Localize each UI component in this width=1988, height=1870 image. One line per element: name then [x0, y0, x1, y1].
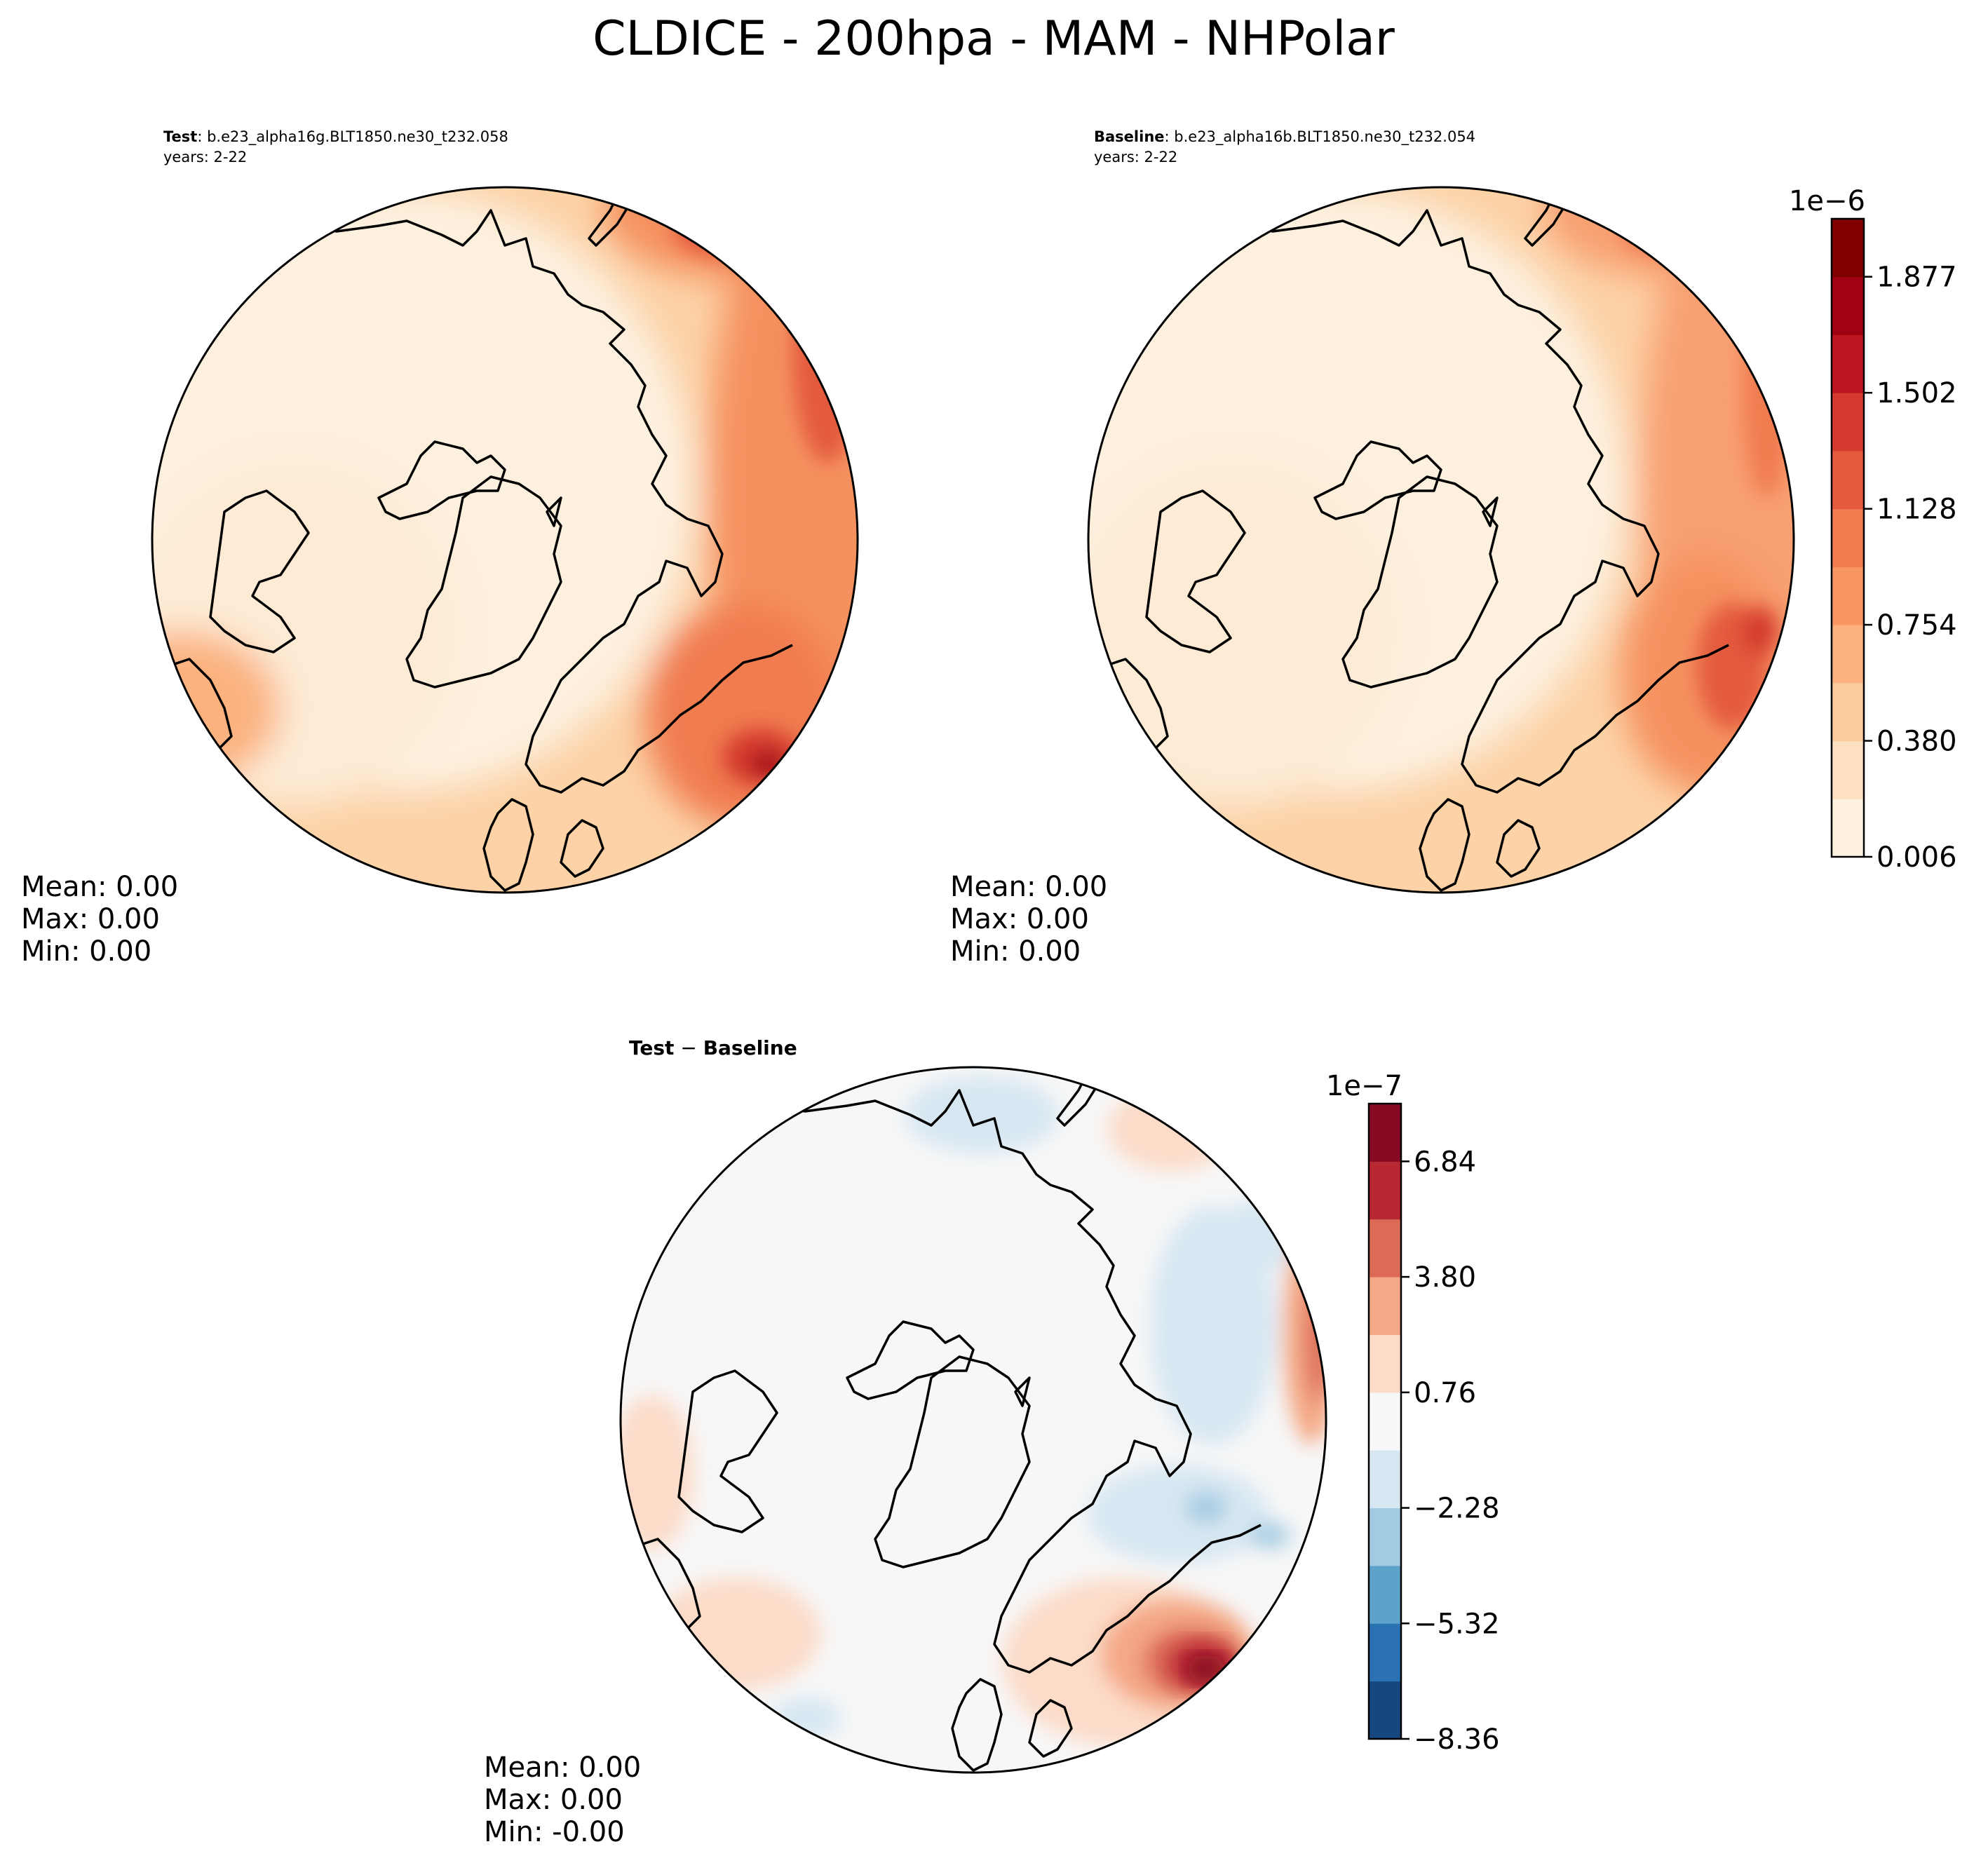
- colorbar-bottom-bands: [1369, 1104, 1401, 1740]
- cb-top-tick-label: 0.380: [1877, 726, 1957, 758]
- panel-test-min: Min: 0.00: [21, 935, 151, 968]
- panel-diff-max: Max: 0.00: [484, 1784, 623, 1816]
- cb-top-tick-label: 1.877: [1877, 262, 1957, 294]
- colorbar-top-ticks: 0.006 0.380 0.754 1.128 1.502 1.877: [1864, 262, 1957, 874]
- cb-top-band: [1832, 682, 1864, 742]
- panel-baseline-header: Baseline: b.e23_alpha16b.BLT1850.ne30_t2…: [1094, 128, 1475, 146]
- cb-top-band: [1832, 334, 1864, 393]
- panel-test-years: years: 2-22: [163, 149, 247, 165]
- cb-bot-band: [1369, 1623, 1401, 1682]
- panel-test-label: Test: [163, 128, 197, 145]
- colorbar-top-exponent: 1e−6: [1789, 185, 1865, 217]
- cb-top-band: [1832, 567, 1864, 625]
- cb-bot-band: [1369, 1681, 1401, 1740]
- panel-diff: Test − Baseline: [484, 1036, 1327, 1848]
- cb-top-tick-label: 1.502: [1877, 377, 1957, 409]
- colorbar-bottom-frame: [1367, 1102, 1402, 1740]
- cb-bot-band: [1369, 1277, 1401, 1335]
- panel-baseline-years: years: 2-22: [1094, 149, 1177, 165]
- panel-diff-min: Min: -0.00: [484, 1816, 625, 1848]
- cb-top-band: [1832, 450, 1864, 510]
- cb-top-band: [1832, 276, 1864, 335]
- panel-diff-label-test: Test: [629, 1036, 674, 1059]
- cb-bot-band: [1369, 1104, 1401, 1162]
- cb-bot-band: [1369, 1507, 1401, 1566]
- panel-baseline: Baseline: b.e23_alpha16b.BLT1850.ne30_t2…: [950, 128, 1795, 968]
- cb-bot-tick-label: 3.80: [1414, 1261, 1476, 1294]
- cb-top-tick-label: 1.128: [1877, 494, 1957, 526]
- colorbar-bottom-ticks: −8.36 −5.32 −2.28 0.76 3.80 6.84: [1401, 1146, 1500, 1756]
- panel-diff-label-baseline: Baseline: [703, 1036, 797, 1059]
- cb-bot-tick-label: −5.32: [1414, 1608, 1500, 1640]
- cb-bot-tick-label: 6.84: [1414, 1146, 1476, 1178]
- panel-baseline-mean: Mean: 0.00: [950, 871, 1107, 903]
- cb-bot-band: [1369, 1219, 1401, 1278]
- panel-baseline-label: Baseline: [1094, 128, 1165, 145]
- cb-bot-tick-label: −8.36: [1414, 1723, 1500, 1756]
- panel-test-header: Test: b.e23_alpha16g.BLT1850.ne30_t232.0…: [163, 128, 508, 146]
- panel-test: Test: b.e23_alpha16g.BLT1850.ne30_t232.0…: [21, 128, 859, 968]
- figure-title: CLDICE - 200hpa - MAM - NHPolar: [593, 11, 1395, 67]
- cb-top-band: [1832, 799, 1864, 858]
- cb-top-band: [1832, 393, 1864, 452]
- cb-top-tick-label: 0.006: [1877, 841, 1957, 874]
- panel-diff-operator: −: [674, 1036, 703, 1059]
- colorbar-top-bands: [1832, 219, 1864, 858]
- colorbar-bottom-exponent: 1e−7: [1326, 1070, 1402, 1102]
- colorbar-top-frame: [1830, 217, 1865, 858]
- panel-test-max: Max: 0.00: [21, 903, 160, 935]
- panel-baseline-min: Min: 0.00: [950, 935, 1081, 968]
- panel-baseline-max: Max: 0.00: [950, 903, 1089, 935]
- colorbar-bottom: 1e−7 −8.36 −5.32 −2.28 0.76 3.80 6.84: [1326, 1070, 1500, 1756]
- panel-test-case: : b.e23_alpha16g.BLT1850.ne30_t232.058: [197, 128, 508, 146]
- panel-test-mean: Mean: 0.00: [21, 871, 178, 903]
- panel-diff-map: [619, 1066, 1327, 1774]
- panel-diff-header: Test − Baseline: [629, 1036, 797, 1059]
- cb-top-band: [1832, 625, 1864, 684]
- panel-baseline-case: : b.e23_alpha16b.BLT1850.ne30_t232.054: [1165, 128, 1476, 146]
- cb-bot-band: [1369, 1161, 1401, 1220]
- cb-bot-tick-label: −2.28: [1414, 1493, 1500, 1525]
- cb-bot-band: [1369, 1565, 1401, 1624]
- cb-bot-tick-label: 0.76: [1414, 1377, 1476, 1409]
- cb-top-band: [1832, 740, 1864, 799]
- cb-bot-band: [1369, 1334, 1401, 1393]
- cb-top-tick-label: 0.754: [1877, 609, 1957, 642]
- cb-bot-band: [1369, 1450, 1401, 1509]
- cb-bot-band: [1369, 1392, 1401, 1451]
- cb-top-band: [1832, 219, 1864, 278]
- cb-top-band: [1832, 508, 1864, 567]
- panel-baseline-map: [1087, 186, 1795, 894]
- panel-test-map: [151, 186, 859, 894]
- colorbar-top: 1e−6 0.006 0.380 0.754 1.128 1.502 1.877: [1789, 185, 1957, 874]
- panel-diff-mean: Mean: 0.00: [484, 1752, 641, 1784]
